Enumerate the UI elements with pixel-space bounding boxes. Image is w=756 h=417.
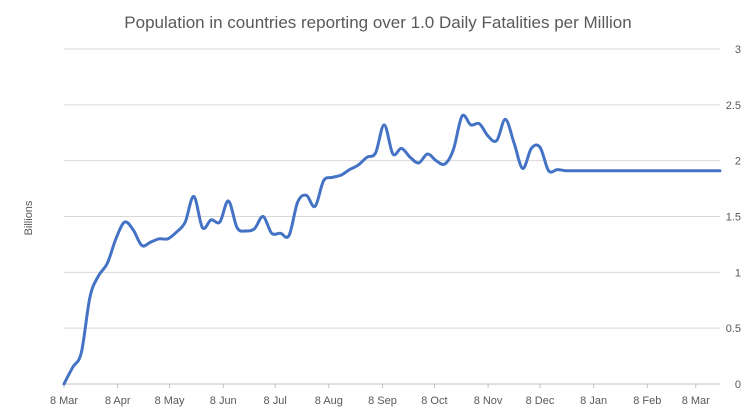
y-axis-ticks: 0 0.5 1 1.5 2 2.5 3 xyxy=(726,44,741,391)
x-tick-label: 8 Aug xyxy=(315,395,343,407)
x-tick-label: 8 Dec xyxy=(526,395,555,407)
x-tick-label: 8 Jul xyxy=(264,395,287,407)
x-tick-label: 8 Nov xyxy=(474,395,503,407)
series-layer xyxy=(62,113,722,386)
x-tick-label: 8 Apr xyxy=(105,395,131,407)
y-tick-label: 2.5 xyxy=(726,100,741,112)
x-tick-label: 8 Mar xyxy=(50,395,78,407)
y-tick-label: 0.5 xyxy=(726,323,741,335)
x-tick-label: 8 Feb xyxy=(633,395,661,407)
series-line xyxy=(62,113,722,386)
y-tick-label: 0 xyxy=(735,379,741,391)
x-tick-label: 8 Oct xyxy=(421,395,447,407)
x-tick-label: 8 Jun xyxy=(210,395,237,407)
gridlines xyxy=(64,48,720,385)
y-axis-label: Billions xyxy=(23,200,35,235)
y-tick-label: 1 xyxy=(735,267,741,279)
y-tick-label: 3 xyxy=(735,44,741,56)
y-tick-label: 2 xyxy=(735,156,741,168)
x-tick-label: 8 Mar xyxy=(682,395,710,407)
x-tick-label: 8 Jan xyxy=(580,395,607,407)
y-tick-label: 1.5 xyxy=(726,212,741,224)
x-tick-label: 8 Sep xyxy=(368,395,397,407)
x-tick-label: 8 May xyxy=(155,395,185,407)
chart-title: Population in countries reporting over 1… xyxy=(124,13,631,32)
x-axis-ticks: 8 Mar 8 Apr 8 May 8 Jun 8 Jul 8 Aug 8 Sep 8 Oct… xyxy=(50,384,710,407)
